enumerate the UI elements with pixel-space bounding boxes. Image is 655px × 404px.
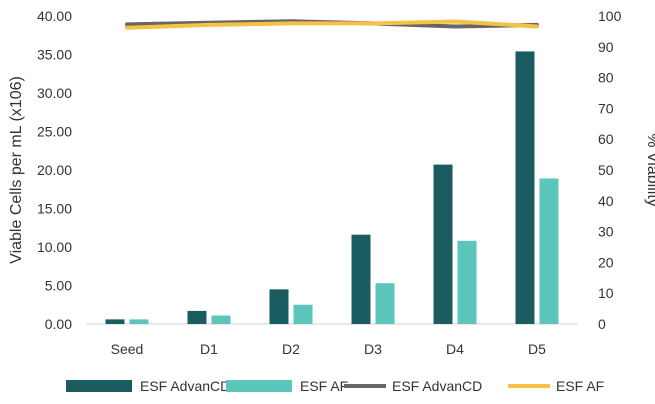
series-line [125,19,539,30]
y-right-tick-label: 30 [598,224,614,240]
legend-label: ESF AF [556,378,604,394]
y-left-tick-label: 40.00 [37,8,72,24]
y-right-tick-label: 90 [598,39,614,55]
y-right-tick-label: 20 [598,254,614,270]
y-right-tick-label: 60 [598,131,614,147]
legend-label: ESF AF [300,378,348,394]
legend-label: ESF AdvanCD [392,378,482,394]
bar [515,51,535,325]
y-axis-right-title: % Viability [644,133,655,207]
x-tick-label: D4 [446,341,464,357]
bar [539,178,559,324]
y-right-tick-label: 10 [598,285,614,301]
x-tick-label: D3 [364,341,382,357]
y-right-tick-label: 40 [598,193,614,209]
bar [269,289,289,324]
bar [433,164,453,324]
bar [105,319,125,324]
legend-swatch [66,380,132,392]
y-left-tick-label: 15.00 [37,201,72,217]
y-right-tick-label: 70 [598,100,614,116]
x-tick-label: D5 [528,341,546,357]
bar [211,315,231,324]
y-right-tick-label: 0 [598,316,606,332]
bar [187,310,207,324]
y-right-tick-label: 80 [598,70,614,86]
x-tick-label: D2 [282,341,300,357]
bar [129,319,149,324]
y-axis-left-title: Viable Cells per mL (x106) [8,76,25,264]
bar [457,240,477,324]
legend-swatch [226,380,292,392]
bar [351,234,371,324]
y-right-tick-label: 100 [598,8,622,24]
y-left-tick-label: 30.00 [37,85,72,101]
y-left-tick-label: 35.00 [37,47,72,63]
y-left-tick-label: 0.00 [45,316,72,332]
legend-label: ESF AdvanCD [140,378,230,394]
y-left-tick-label: 20.00 [37,162,72,178]
bar [293,304,313,324]
x-tick-label: D1 [200,341,218,357]
y-left-tick-label: 5.00 [45,278,72,294]
x-tick-label: Seed [111,341,144,357]
bar [375,283,395,324]
y-right-tick-label: 50 [598,162,614,178]
y-left-tick-label: 10.00 [37,239,72,255]
y-left-tick-label: 25.00 [37,124,72,140]
